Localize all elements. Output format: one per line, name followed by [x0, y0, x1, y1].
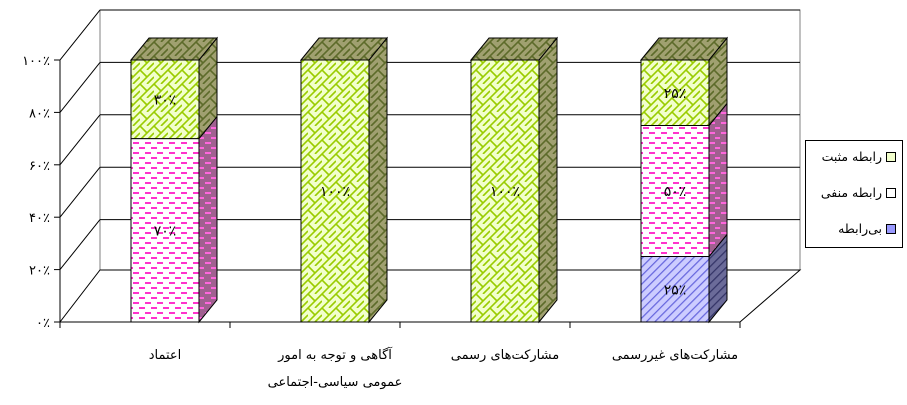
legend-swatch-none — [886, 223, 896, 234]
bar-side — [708, 102, 728, 258]
legend-swatch-positive — [886, 151, 896, 162]
bar-top — [129, 37, 219, 61]
y-tick-label: ۴۰٪ — [29, 211, 50, 226]
x-axis-categories: اعتماد آگاهی و توجه به امور عمومی سیاسی-اج… — [59, 322, 741, 390]
bar-side — [368, 36, 388, 324]
x-category-label: اعتماد — [149, 348, 182, 363]
gridline-diag — [59, 9, 101, 61]
bar-top — [299, 37, 389, 61]
legend-label-positive: رابطه مثبت — [821, 149, 882, 164]
y-tick-label: ۰٪ — [36, 316, 50, 331]
y-tick-label: ۱۰۰٪ — [22, 54, 50, 69]
gridline-diag — [59, 166, 101, 218]
bar-segment — [300, 59, 370, 323]
data-label: ۵۰٪ — [664, 184, 687, 200]
bars: ۷۰٪ ۳۰٪ ۱۰۰٪ ۱۰۰٪ ۲۵٪ ۵۰٪ ۲۵٪ — [129, 36, 729, 324]
bar-side — [538, 36, 558, 324]
legend-item-positive: رابطه مثبت — [822, 149, 896, 164]
data-label: ۱۰۰٪ — [490, 184, 520, 200]
gridline-diag — [59, 62, 101, 113]
y-axis-ticks: ۰٪ ۲۰٪ ۴۰٪ ۶۰٪ ۸۰٪ ۱۰۰٪ — [22, 54, 60, 331]
data-label: ۲۵٪ — [664, 86, 687, 102]
gridline-diag — [59, 114, 101, 166]
legend-item-none: بی‌رابطه — [838, 221, 896, 236]
x-category-label: آگاهی و توجه به امور — [277, 346, 393, 363]
legend-swatch-negative — [886, 187, 896, 198]
legend-label-negative: رابطه منفی — [820, 185, 882, 200]
y-tick-label: ۶۰٪ — [29, 159, 50, 174]
bar-top — [639, 37, 729, 61]
data-label: ۳۰٪ — [154, 92, 177, 108]
y-tick-label: ۸۰٪ — [29, 106, 50, 121]
bar-segment — [130, 59, 200, 140]
x-category-label: مشارکت‌های غیررسمی — [612, 348, 738, 363]
bar-segment — [640, 59, 710, 126]
legend: رابطه مثبت رابطه منفی بی‌رابطه — [805, 140, 903, 248]
data-label: ۲۵٪ — [664, 282, 687, 298]
gridline-diag — [59, 219, 101, 270]
bar-top — [469, 37, 559, 61]
bar-segment — [640, 125, 710, 257]
bar-segment — [130, 138, 200, 323]
x-category-label: مشارکت‌های رسمی — [451, 348, 559, 363]
data-label: ۱۰۰٪ — [320, 184, 350, 200]
bar-segment — [470, 59, 540, 323]
legend-item-negative: رابطه منفی — [821, 185, 896, 200]
y-tick-label: ۲۰٪ — [29, 264, 50, 279]
data-label: ۷۰٪ — [154, 223, 177, 239]
legend-label-none: بی‌رابطه — [838, 221, 882, 236]
bar-side — [198, 115, 218, 324]
x-category-label: عمومی سیاسی-اجتماعی — [268, 375, 403, 390]
